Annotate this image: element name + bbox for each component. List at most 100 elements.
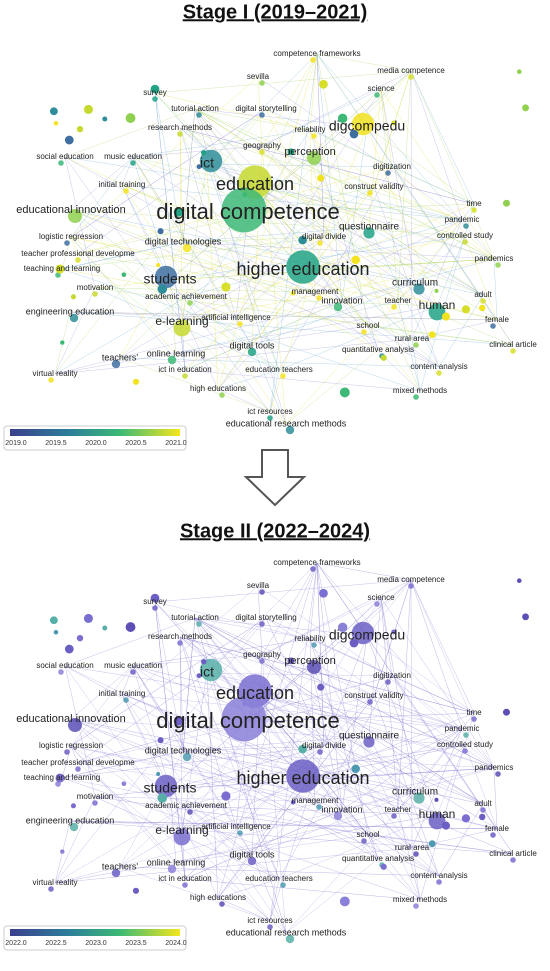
- edge: [411, 847, 421, 901]
- node-label: higher education: [236, 259, 369, 279]
- node-label: digcompedu: [329, 118, 405, 134]
- node-dot: [157, 737, 164, 744]
- edge: [309, 638, 413, 849]
- edge: [194, 108, 370, 228]
- edge: [316, 53, 325, 238]
- edge: [217, 778, 304, 899]
- edge: [70, 745, 186, 880]
- node-dot: [132, 378, 140, 385]
- node-label: quantitative analysis: [342, 854, 414, 863]
- node-label: female: [485, 824, 510, 833]
- edge: [69, 311, 498, 321]
- edge: [410, 579, 413, 849]
- node-label: innovation: [321, 295, 362, 305]
- node-label: academic achievement: [145, 292, 228, 301]
- edge: [436, 744, 466, 816]
- node-bubble: [285, 934, 295, 944]
- node-label: science: [367, 593, 395, 602]
- edge: [70, 585, 259, 747]
- node-dot: [53, 121, 59, 126]
- nodes: [48, 57, 529, 435]
- edge: [436, 235, 466, 307]
- edge: [397, 235, 466, 302]
- node-dot: [317, 683, 325, 691]
- edge: [64, 108, 196, 158]
- edge: [368, 226, 484, 296]
- edge: [261, 654, 413, 849]
- edge: [257, 76, 463, 221]
- node-bubble: [123, 188, 129, 194]
- node-label: pandemic: [445, 215, 480, 224]
- node-label: human: [419, 807, 456, 821]
- node-bubble: [333, 302, 343, 312]
- node-label: virtual reality: [33, 878, 78, 887]
- node-label: construct validity: [344, 691, 403, 700]
- edge: [302, 258, 495, 271]
- node-dot: [434, 797, 439, 802]
- node-bubble: [480, 807, 486, 813]
- edge: [309, 129, 413, 340]
- edge: [175, 300, 399, 355]
- edge: [194, 617, 484, 805]
- node-label: educational research methods: [226, 418, 347, 428]
- edge: [121, 693, 287, 934]
- node-dot: [298, 235, 307, 245]
- node-dot: [156, 772, 161, 777]
- node-bubble: [259, 112, 265, 118]
- node-dot: [132, 887, 140, 894]
- edge: [314, 800, 421, 901]
- edge: [69, 311, 514, 346]
- edge: [368, 735, 484, 805]
- stage-2-title: Stage II (2022–2024): [180, 520, 370, 542]
- edge: [217, 369, 280, 390]
- node-dot: [339, 896, 350, 907]
- node-bubble: [58, 669, 64, 675]
- node-label: pandemic: [445, 724, 480, 733]
- node-bubble: [173, 319, 191, 337]
- labels: competence frameworks media competence sev…: [16, 558, 537, 937]
- edge: [185, 728, 463, 807]
- edge: [132, 665, 484, 805]
- node-dot: [55, 773, 65, 783]
- node-label: perception: [284, 146, 335, 158]
- node-bubble: [480, 298, 486, 304]
- node-dot: [522, 613, 529, 621]
- edge: [94, 796, 316, 802]
- node-label: clinical article: [489, 340, 537, 349]
- node-label: tutorial action: [171, 104, 219, 113]
- edge: [77, 762, 316, 802]
- node-bubble: [311, 642, 317, 648]
- edge: [132, 665, 440, 877]
- node-dot: [349, 129, 359, 139]
- node-bubble: [463, 732, 469, 738]
- edge: [380, 88, 416, 284]
- edge: [132, 665, 466, 746]
- edge: [206, 672, 280, 880]
- edge: [419, 203, 475, 392]
- edge: [70, 108, 267, 238]
- legend-gradient: [10, 429, 180, 436]
- node-bubble: [64, 749, 70, 755]
- edge: [341, 258, 495, 302]
- node-dot: [351, 764, 360, 774]
- node-dot: [83, 104, 93, 114]
- node-label: media competence: [377, 575, 445, 584]
- legend-tick-label: 2019.5: [45, 440, 67, 447]
- node-label: teacher: [385, 296, 412, 305]
- edge: [121, 184, 463, 221]
- edge: [380, 597, 416, 793]
- node-bubble: [471, 716, 477, 722]
- edge: [309, 562, 318, 640]
- edge: [94, 287, 316, 293]
- node-label: students: [144, 780, 197, 796]
- node-dot: [221, 791, 231, 801]
- edge: [64, 156, 96, 289]
- node-label: teacher professional developme: [21, 758, 135, 767]
- edge: [373, 70, 412, 188]
- edge: [323, 675, 393, 747]
- node-bubble: [167, 355, 177, 365]
- node-label: high educations: [190, 384, 246, 393]
- edge: [132, 156, 253, 347]
- node-dot: [317, 174, 325, 182]
- node-bubble: [111, 868, 121, 878]
